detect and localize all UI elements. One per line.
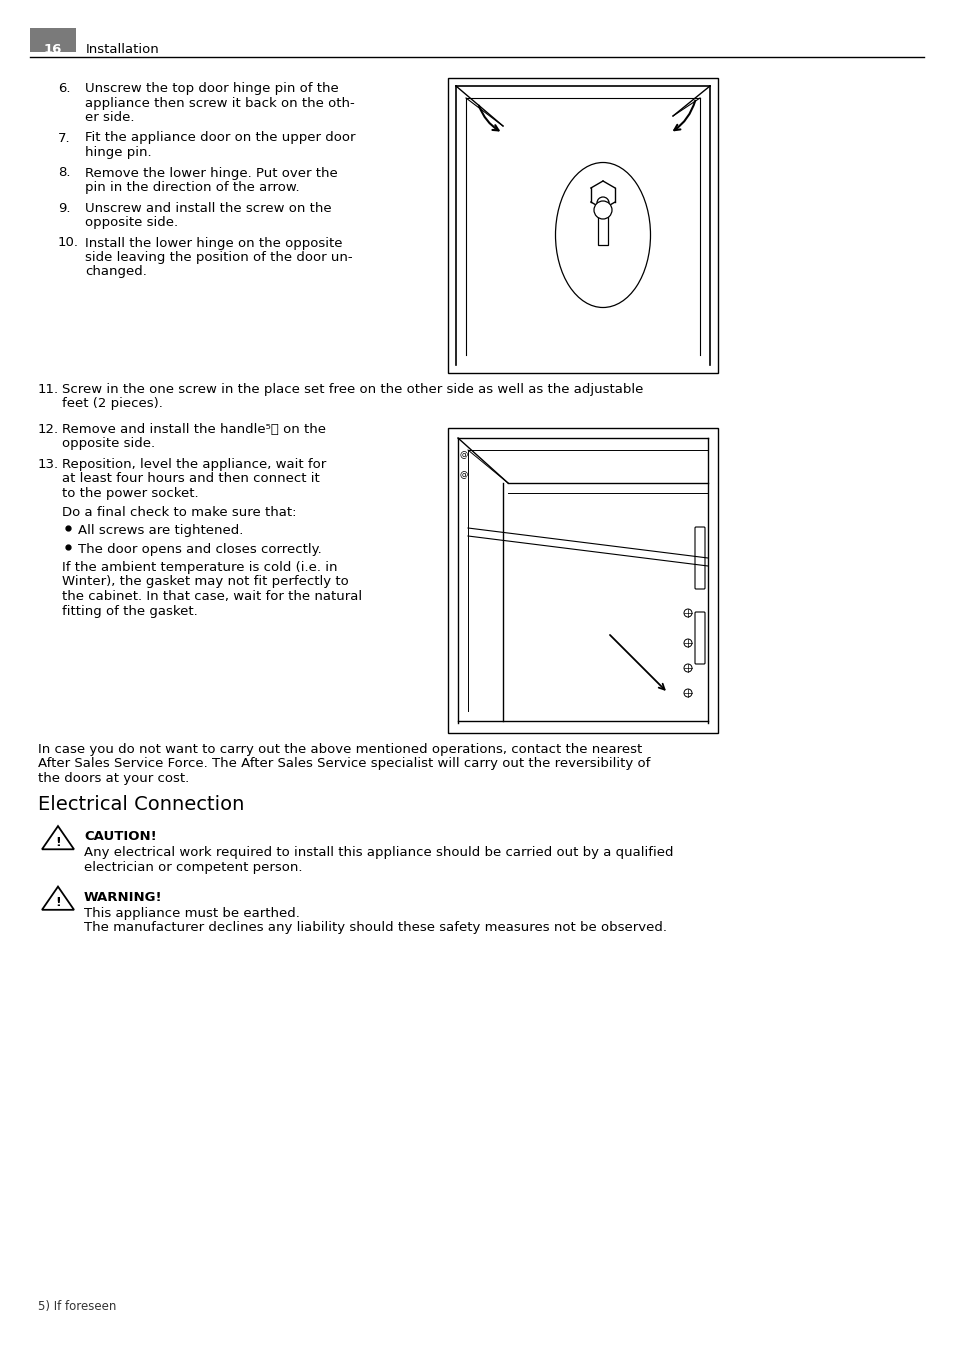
Text: 9.: 9. [58,201,71,215]
Text: !: ! [55,896,61,909]
Text: opposite side.: opposite side. [85,216,178,228]
Text: side leaving the position of the door un-: side leaving the position of the door un… [85,251,353,264]
Text: Do a final check to make sure that:: Do a final check to make sure that: [62,506,296,519]
FancyBboxPatch shape [448,78,718,373]
Text: electrician or competent person.: electrician or competent person. [84,860,302,873]
Ellipse shape [555,162,650,307]
Text: Install the lower hinge on the opposite: Install the lower hinge on the opposite [85,237,342,250]
Circle shape [683,690,691,698]
Text: 5) If foreseen: 5) If foreseen [38,1301,116,1313]
Text: 7.: 7. [58,131,71,145]
FancyBboxPatch shape [30,28,76,51]
Text: changed.: changed. [85,265,147,279]
Text: If the ambient temperature is cold (i.e. in: If the ambient temperature is cold (i.e.… [62,561,337,575]
Text: The door opens and closes correctly.: The door opens and closes correctly. [78,542,321,556]
Text: at least four hours and then connect it: at least four hours and then connect it [62,472,319,485]
Text: 6.: 6. [58,82,71,95]
Text: appliance then screw it back on the oth-: appliance then screw it back on the oth- [85,96,355,110]
Text: Remove and install the handle⁵⧩ on the: Remove and install the handle⁵⧩ on the [62,423,326,435]
Text: Remove the lower hinge. Put over the: Remove the lower hinge. Put over the [85,166,337,180]
Text: CAUTION!: CAUTION! [84,830,156,844]
Text: 12.: 12. [38,423,59,435]
Text: the cabinet. In that case, wait for the natural: the cabinet. In that case, wait for the … [62,589,362,603]
Text: The manufacturer declines any liability should these safety measures not be obse: The manufacturer declines any liability … [84,921,666,934]
Text: In case you do not want to carry out the above mentioned operations, contact the: In case you do not want to carry out the… [38,744,641,756]
Text: hinge pin.: hinge pin. [85,146,152,160]
Text: This appliance must be earthed.: This appliance must be earthed. [84,906,299,919]
Text: All screws are tightened.: All screws are tightened. [78,525,243,537]
Text: Unscrew the top door hinge pin of the: Unscrew the top door hinge pin of the [85,82,338,95]
Text: fitting of the gasket.: fitting of the gasket. [62,604,197,618]
Text: feet (2 pieces).: feet (2 pieces). [62,397,163,411]
Text: @: @ [459,450,468,458]
Circle shape [597,197,608,210]
Text: WARNING!: WARNING! [84,891,162,904]
Circle shape [683,608,691,617]
Circle shape [683,639,691,648]
Text: the doors at your cost.: the doors at your cost. [38,772,189,786]
FancyBboxPatch shape [448,429,718,733]
Text: @: @ [459,470,468,479]
Text: 11.: 11. [38,383,59,396]
Text: Installation: Installation [86,43,159,55]
Text: 13.: 13. [38,458,59,470]
Circle shape [683,664,691,672]
Text: Unscrew and install the screw on the: Unscrew and install the screw on the [85,201,332,215]
Text: Electrical Connection: Electrical Connection [38,795,244,814]
FancyBboxPatch shape [695,612,704,664]
Text: Fit the appliance door on the upper door: Fit the appliance door on the upper door [85,131,355,145]
Polygon shape [42,887,74,910]
Text: Winter), the gasket may not fit perfectly to: Winter), the gasket may not fit perfectl… [62,576,349,588]
Text: pin in the direction of the arrow.: pin in the direction of the arrow. [85,181,299,193]
FancyBboxPatch shape [695,527,704,589]
Text: 8.: 8. [58,166,71,180]
FancyBboxPatch shape [598,200,607,245]
Text: Any electrical work required to install this appliance should be carried out by : Any electrical work required to install … [84,846,673,859]
Text: 10.: 10. [58,237,79,250]
Polygon shape [42,826,74,849]
Text: Screw in the one screw in the place set free on the other side as well as the ad: Screw in the one screw in the place set … [62,383,642,396]
Text: After Sales Service Force. The After Sales Service specialist will carry out the: After Sales Service Force. The After Sal… [38,757,650,771]
Text: 16: 16 [44,43,62,55]
Circle shape [594,201,612,219]
Text: to the power socket.: to the power socket. [62,487,198,500]
Text: opposite side.: opposite side. [62,438,155,450]
Text: Reposition, level the appliance, wait for: Reposition, level the appliance, wait fo… [62,458,326,470]
Text: !: ! [55,836,61,849]
Text: er side.: er side. [85,111,134,124]
